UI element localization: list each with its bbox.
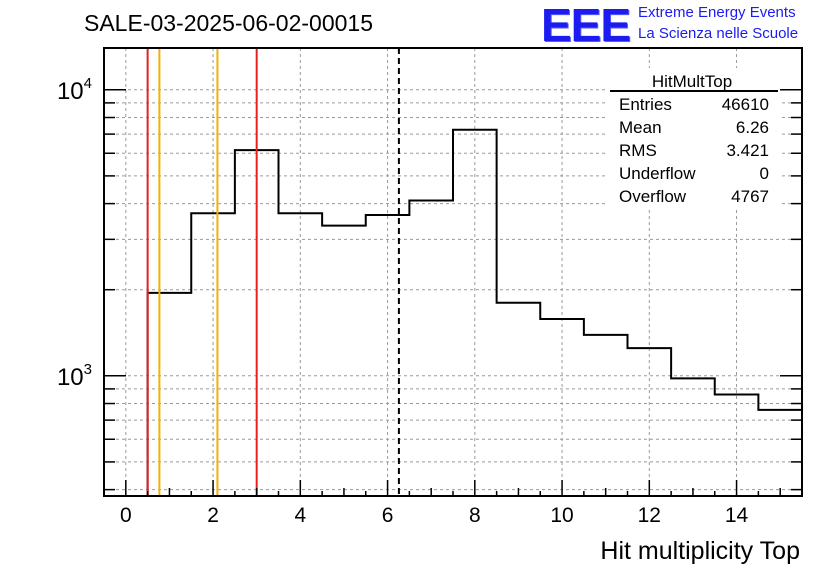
stats-value: 6.26: [736, 118, 769, 137]
run-title: SALE-03-2025-06-02-00015: [84, 10, 373, 36]
histogram-bin: [497, 303, 541, 496]
logo-subtitle-line1: Extreme Energy Events: [638, 4, 796, 21]
histogram-outline: [146, 128, 802, 496]
stats-label: Overflow: [619, 187, 687, 206]
x-axis-label: Hit multiplicity Top: [600, 537, 800, 565]
y-tick-label: 104: [57, 75, 92, 105]
stats-value: 3.421: [726, 141, 769, 160]
stats-label: RMS: [619, 141, 657, 160]
histogram-bin: [671, 378, 715, 496]
y-tick-label: 103: [57, 361, 92, 391]
stats-value: 4767: [731, 187, 769, 206]
x-tick-label: 6: [382, 504, 394, 527]
histogram-bin: [148, 293, 192, 496]
stats-label: Entries: [619, 95, 672, 114]
marker-lines: [146, 48, 400, 496]
x-tick-label: 12: [638, 504, 661, 527]
axis-labels: 0 2 4 6 8 10 12 14 103 104 Hit multiplicity Top: [57, 75, 800, 565]
stats-value: 0: [760, 164, 769, 183]
x-tick-label: 0: [120, 504, 132, 527]
x-tick-label: 2: [207, 504, 219, 527]
stats-box: HitMultTop Entries 46610 Mean 6.26 RMS 3.421 U…: [608, 68, 780, 208]
stats-label: Mean: [619, 118, 662, 137]
x-tick-label: 14: [725, 504, 749, 527]
x-tick-label: 8: [469, 504, 481, 527]
stats-title: HitMultTop: [652, 72, 732, 91]
x-tick-label: 10: [550, 504, 573, 527]
stats-value: 46610: [722, 95, 769, 114]
histogram-bin: [584, 335, 628, 496]
histogram-bin: [322, 226, 366, 496]
stats-label: Underflow: [619, 164, 696, 183]
histogram-bin: [758, 410, 802, 496]
axis-ticks: [104, 89, 802, 496]
histogram-bin: [409, 201, 453, 496]
logo-subtitle-line2: La Scienza nelle Scuole: [638, 25, 799, 42]
eee-logo: EEE: [541, 0, 631, 51]
x-tick-label: 4: [294, 504, 306, 527]
